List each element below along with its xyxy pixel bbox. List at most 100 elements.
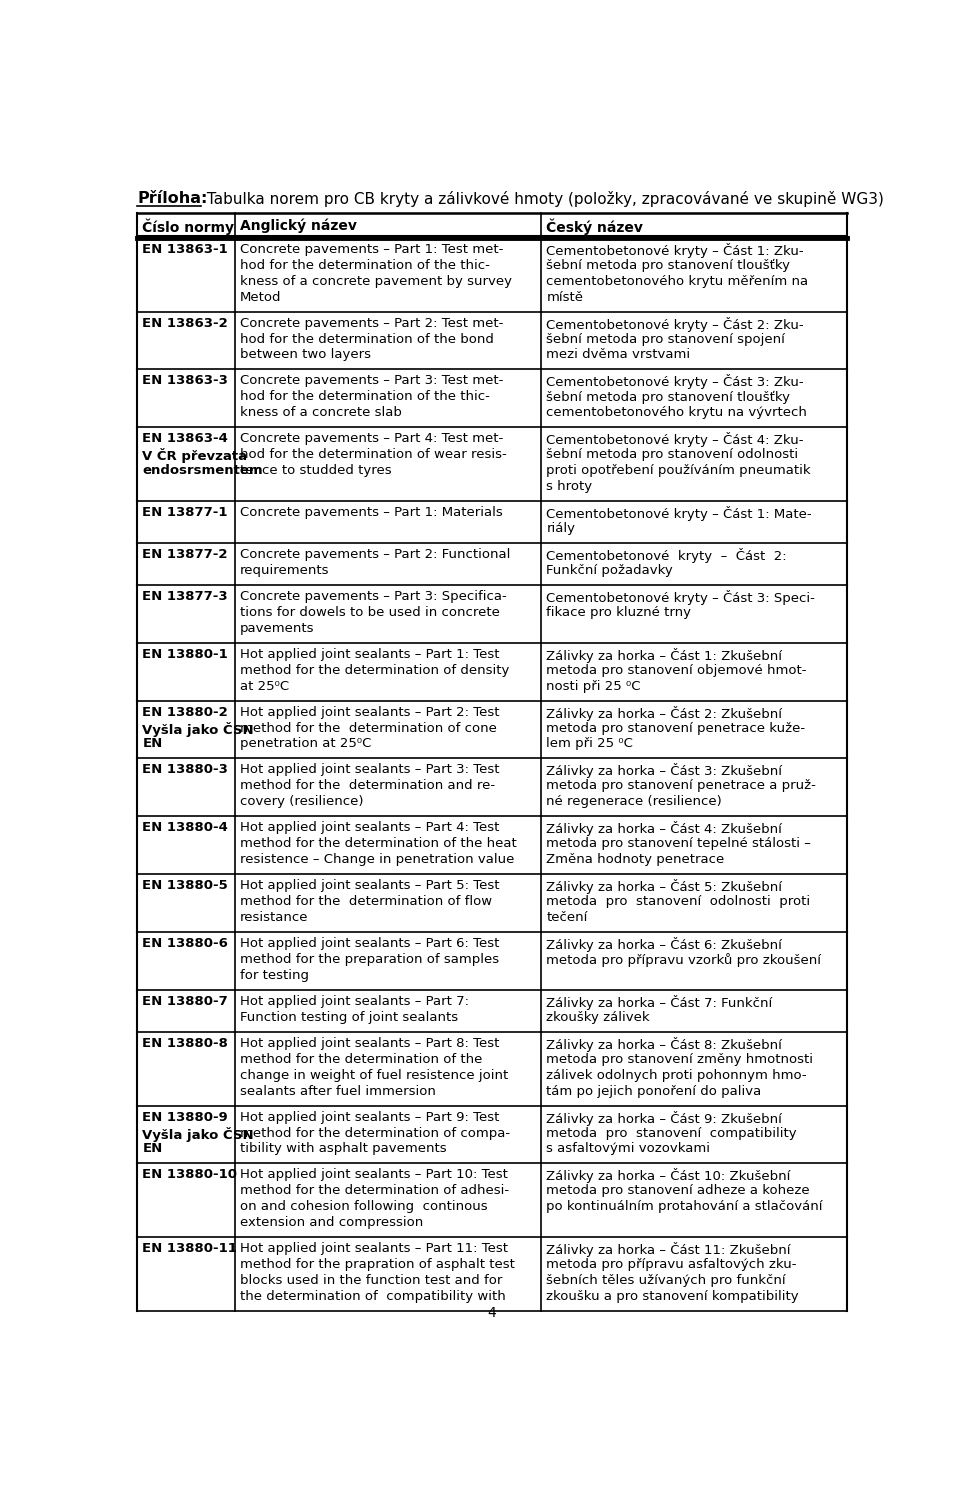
- Text: metoda pro stanovení adheze a koheze: metoda pro stanovení adheze a koheze: [546, 1184, 810, 1198]
- Text: EN 13863-3: EN 13863-3: [142, 375, 228, 387]
- Text: EN 13880-1: EN 13880-1: [142, 648, 228, 661]
- Text: Zálivky za horka – Část 1: Zkušební: Zálivky za horka – Část 1: Zkušební: [546, 648, 782, 663]
- Text: Concrete pavements – Part 1: Test met-: Concrete pavements – Part 1: Test met-: [240, 243, 503, 256]
- Text: kness of a concrete slab: kness of a concrete slab: [240, 406, 402, 420]
- Text: endosrsmentem: endosrsmentem: [142, 465, 263, 477]
- Text: method for the determination of the heat: method for the determination of the heat: [240, 838, 516, 850]
- Text: Hot applied joint sealants – Part 1: Test: Hot applied joint sealants – Part 1: Tes…: [240, 648, 499, 661]
- Text: Cementobetonové kryty – Část 3: Speci-: Cementobetonové kryty – Část 3: Speci-: [546, 591, 815, 606]
- Text: EN 13863-4: EN 13863-4: [142, 432, 228, 445]
- Text: Zálivky za horka – Část 9: Zkušební: Zálivky za horka – Část 9: Zkušební: [546, 1111, 782, 1126]
- Text: zkoušky zálivek: zkoušky zálivek: [546, 1010, 650, 1024]
- Text: Hot applied joint sealants – Part 6: Test: Hot applied joint sealants – Part 6: Tes…: [240, 937, 499, 950]
- Text: metoda  pro  stanovení  compatibility: metoda pro stanovení compatibility: [546, 1127, 797, 1139]
- Text: method for the determination of adhesi-: method for the determination of adhesi-: [240, 1184, 509, 1198]
- Text: pavements: pavements: [240, 622, 315, 634]
- Text: Příloha:: Příloha:: [137, 190, 207, 205]
- Text: Concrete pavements – Part 4: Test met-: Concrete pavements – Part 4: Test met-: [240, 432, 503, 445]
- Text: Concrete pavements – Part 2: Functional: Concrete pavements – Part 2: Functional: [240, 549, 511, 561]
- Text: method for the  determination of cone: method for the determination of cone: [240, 721, 497, 735]
- Text: sealants after fuel immersion: sealants after fuel immersion: [240, 1085, 436, 1097]
- Text: tence to studded tyres: tence to studded tyres: [240, 465, 392, 477]
- Text: covery (resilience): covery (resilience): [240, 796, 364, 808]
- Text: EN 13880-5: EN 13880-5: [142, 878, 228, 892]
- Text: Český název: Český název: [546, 219, 643, 235]
- Text: zkoušku a pro stanovení kompatibility: zkoušku a pro stanovení kompatibility: [546, 1291, 799, 1303]
- Text: EN 13877-2: EN 13877-2: [142, 549, 228, 561]
- Text: metoda pro stanovení objemové hmot-: metoda pro stanovení objemové hmot-: [546, 664, 806, 676]
- Text: kness of a concrete pavement by survey: kness of a concrete pavement by survey: [240, 274, 512, 288]
- Text: EN 13880-9: EN 13880-9: [142, 1111, 228, 1124]
- Text: metoda pro přípravu asfaltových zku-: metoda pro přípravu asfaltových zku-: [546, 1258, 797, 1271]
- Text: Zálivky za horka – Část 7: Funkční: Zálivky za horka – Část 7: Funkční: [546, 995, 773, 1010]
- Text: hod for the determination of the thic-: hod for the determination of the thic-: [240, 390, 490, 403]
- Text: Cementobetonové kryty – Část 4: Zku-: Cementobetonové kryty – Část 4: Zku-: [546, 432, 804, 447]
- Text: Anglický název: Anglický název: [240, 219, 357, 232]
- Text: Hot applied joint sealants – Part 8: Test: Hot applied joint sealants – Part 8: Tes…: [240, 1037, 499, 1049]
- Text: EN 13880-10: EN 13880-10: [142, 1168, 237, 1181]
- Text: nosti při 25 ⁰C: nosti při 25 ⁰C: [546, 679, 640, 693]
- Text: místě: místě: [546, 291, 584, 304]
- Text: EN 13880-6: EN 13880-6: [142, 937, 228, 950]
- Text: at 25⁰C: at 25⁰C: [240, 679, 289, 693]
- Text: šební metoda pro stanovení spojení: šební metoda pro stanovení spojení: [546, 333, 785, 346]
- Text: Cementobetonové kryty – Část 2: Zku-: Cementobetonové kryty – Část 2: Zku-: [546, 316, 804, 331]
- Text: hod for the determination of the thic-: hod for the determination of the thic-: [240, 259, 490, 271]
- Text: Hot applied joint sealants – Part 7:: Hot applied joint sealants – Part 7:: [240, 995, 469, 1007]
- Text: penetration at 25⁰C: penetration at 25⁰C: [240, 738, 372, 751]
- Text: metoda pro stanovení penetrace kuže-: metoda pro stanovení penetrace kuže-: [546, 721, 805, 735]
- Text: Concrete pavements – Part 1: Materials: Concrete pavements – Part 1: Materials: [240, 507, 503, 519]
- Text: Hot applied joint sealants – Part 2: Test: Hot applied joint sealants – Part 2: Tes…: [240, 706, 499, 718]
- Text: on and cohesion following  continous: on and cohesion following continous: [240, 1201, 488, 1213]
- Text: Zálivky za horka – Část 10: Zkušební: Zálivky za horka – Část 10: Zkušební: [546, 1168, 791, 1183]
- Text: EN 13863-1: EN 13863-1: [142, 243, 228, 256]
- Text: metoda pro stanovení tepelné stálosti –: metoda pro stanovení tepelné stálosti –: [546, 838, 811, 850]
- Text: Vyšla jako ČSN: Vyšla jako ČSN: [142, 1127, 254, 1142]
- Text: EN 13877-3: EN 13877-3: [142, 591, 228, 603]
- Text: Function testing of joint sealants: Function testing of joint sealants: [240, 1010, 458, 1024]
- Text: metoda pro stanovení změny hmotnosti: metoda pro stanovení změny hmotnosti: [546, 1052, 813, 1066]
- Text: s asfaltovými vozovkami: s asfaltovými vozovkami: [546, 1142, 710, 1156]
- Text: metoda pro stanovení penetrace a pruž-: metoda pro stanovení penetrace a pruž-: [546, 779, 816, 793]
- Text: Zálivky za horka – Část 8: Zkušební: Zálivky za horka – Část 8: Zkušební: [546, 1037, 782, 1052]
- Text: Zálivky za horka – Část 3: Zkušební: Zálivky za horka – Část 3: Zkušební: [546, 763, 782, 778]
- Text: tám po jejich ponoření do paliva: tám po jejich ponoření do paliva: [546, 1085, 761, 1097]
- Text: method for the preparation of samples: method for the preparation of samples: [240, 953, 499, 965]
- Text: EN 13880-8: EN 13880-8: [142, 1037, 228, 1049]
- Text: metoda  pro  stanovení  odolnosti  proti: metoda pro stanovení odolnosti proti: [546, 895, 810, 908]
- Text: EN 13880-3: EN 13880-3: [142, 763, 228, 776]
- Text: Změna hodnoty penetrace: Změna hodnoty penetrace: [546, 853, 725, 866]
- Text: Hot applied joint sealants – Part 10: Test: Hot applied joint sealants – Part 10: Te…: [240, 1168, 508, 1181]
- Text: Zálivky za horka – Část 11: Zkušební: Zálivky za horka – Část 11: Zkušební: [546, 1243, 791, 1258]
- Text: Concrete pavements – Part 3: Test met-: Concrete pavements – Part 3: Test met-: [240, 375, 503, 387]
- Text: Cementobetonové kryty – Část 1: Zku-: Cementobetonové kryty – Část 1: Zku-: [546, 243, 804, 258]
- Text: resistance: resistance: [240, 911, 308, 923]
- Text: fikace pro kluzné trny: fikace pro kluzné trny: [546, 606, 691, 619]
- Text: Vyšla jako ČSN: Vyšla jako ČSN: [142, 721, 254, 736]
- Text: Hot applied joint sealants – Part 3: Test: Hot applied joint sealants – Part 3: Tes…: [240, 763, 499, 776]
- Text: zálivek odolnych proti pohonnym hmo-: zálivek odolnych proti pohonnym hmo-: [546, 1069, 807, 1082]
- Text: Hot applied joint sealants – Part 4: Test: Hot applied joint sealants – Part 4: Tes…: [240, 821, 499, 835]
- Text: method for the determination of the: method for the determination of the: [240, 1052, 483, 1066]
- Text: Cementobetonové  kryty  –  Část  2:: Cementobetonové kryty – Část 2:: [546, 549, 787, 564]
- Text: cementobetonového krytu měřením na: cementobetonového krytu měřením na: [546, 274, 808, 288]
- Text: resistence – Change in penetration value: resistence – Change in penetration value: [240, 853, 515, 866]
- Text: Cementobetonové kryty – Část 1: Mate-: Cementobetonové kryty – Část 1: Mate-: [546, 507, 812, 522]
- Text: Concrete pavements – Part 2: Test met-: Concrete pavements – Part 2: Test met-: [240, 316, 503, 330]
- Text: Hot applied joint sealants – Part 9: Test: Hot applied joint sealants – Part 9: Tes…: [240, 1111, 499, 1124]
- Text: cementobetonového krytu na vývrtech: cementobetonového krytu na vývrtech: [546, 406, 807, 420]
- Text: change in weight of fuel resistence joint: change in weight of fuel resistence join…: [240, 1069, 509, 1082]
- Text: the determination of  compatibility with: the determination of compatibility with: [240, 1291, 506, 1303]
- Text: method for the determination of density: method for the determination of density: [240, 664, 510, 676]
- Text: 4: 4: [488, 1306, 496, 1321]
- Text: šební metoda pro stanovení tloušťky: šební metoda pro stanovení tloušťky: [546, 390, 790, 403]
- Text: Číslo normy: Číslo normy: [142, 219, 234, 235]
- Text: metoda pro přípravu vzorků pro zkoušení: metoda pro přípravu vzorků pro zkoušení: [546, 953, 821, 967]
- Text: hod for the determination of wear resis-: hod for the determination of wear resis-: [240, 448, 507, 462]
- Text: Metod: Metod: [240, 291, 281, 304]
- Text: s hroty: s hroty: [546, 480, 592, 493]
- Text: method for the  determination and re-: method for the determination and re-: [240, 779, 495, 793]
- Text: po kontinuálním protahování a stlačování: po kontinuálním protahování a stlačování: [546, 1201, 823, 1213]
- Text: EN 13880-11: EN 13880-11: [142, 1243, 237, 1255]
- Text: proti opotřebení používáním pneumatik: proti opotřebení používáním pneumatik: [546, 465, 811, 477]
